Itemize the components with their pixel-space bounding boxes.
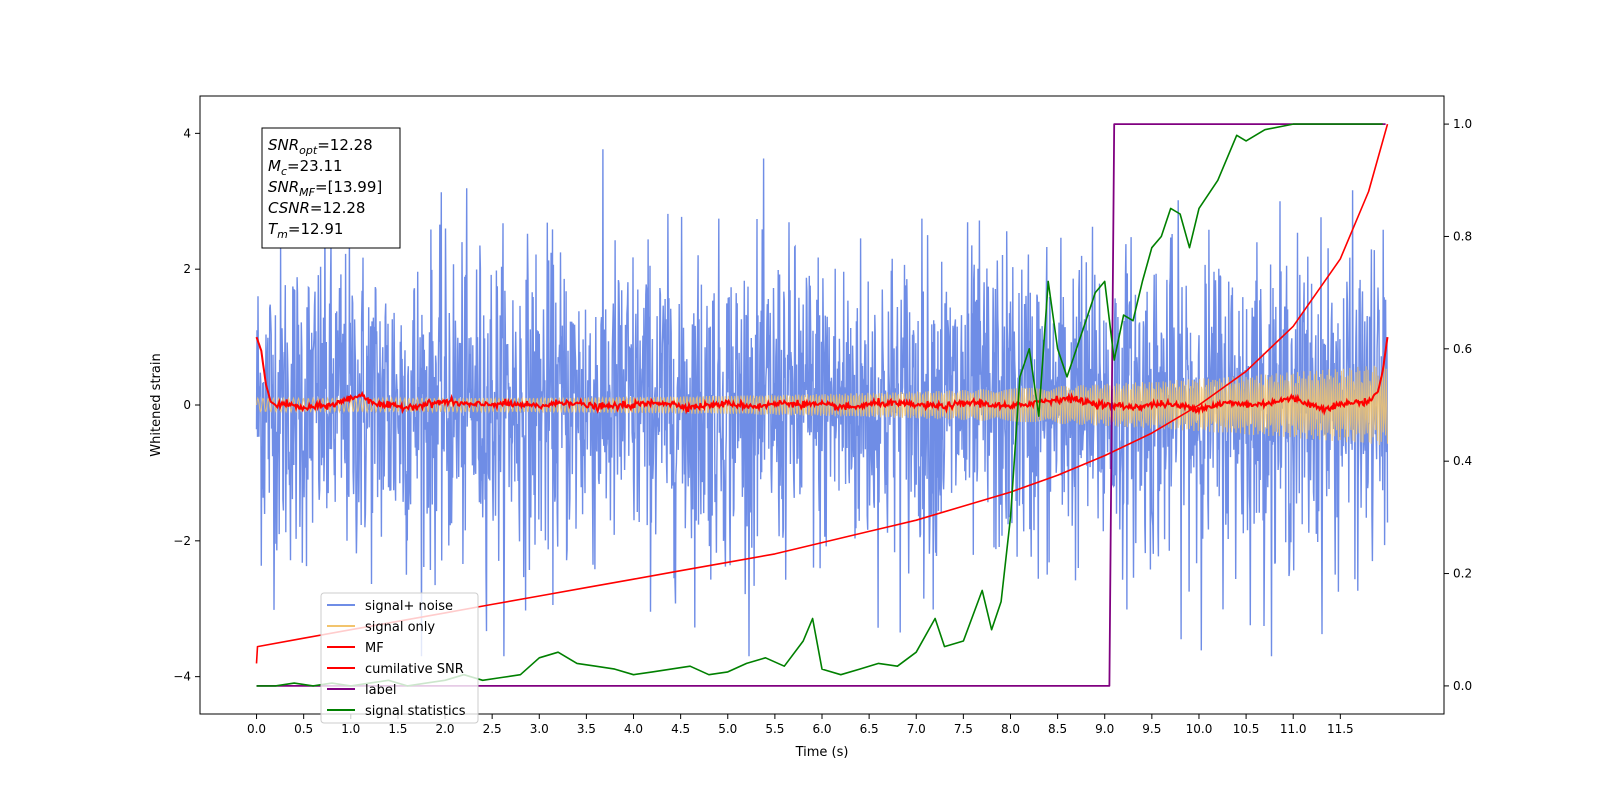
x-tick-label: 1.5: [388, 722, 407, 736]
annotation-line: SNRMF=[13.99]: [268, 178, 382, 199]
x-tick-label: 9.5: [1142, 722, 1161, 736]
y-tick-label: −4: [173, 670, 191, 684]
x-tick-label: 2.0: [435, 722, 454, 736]
legend: signal+ noise signal only MF cumilative SNR…: [320, 592, 479, 724]
y2-tick-label: 0.2: [1453, 567, 1472, 581]
y-tick-label: −2: [173, 534, 191, 548]
annotation-frame: [261, 127, 401, 249]
annotation-line: CSNR=12.28: [268, 199, 365, 217]
x-tick-label: 10.0: [1186, 722, 1213, 736]
x-tick-label: 5.5: [765, 722, 784, 736]
y2-tick-label: 0.8: [1453, 229, 1472, 243]
x-tick-label: 7.0: [907, 722, 926, 736]
annotation-line: SNRopt=12.28: [268, 136, 373, 157]
series-label: [256, 123, 1386, 687]
x-tick-label: 6.5: [860, 722, 879, 736]
legend-entry: signal only: [365, 620, 435, 635]
legend-entry: cumilative SNR: [365, 662, 464, 677]
x-axis-label: Time (s): [795, 745, 849, 760]
x-tick-label: 2.5: [483, 722, 502, 736]
x-tick-label: 8.0: [1001, 722, 1020, 736]
x-tick-label: 4.5: [671, 722, 690, 736]
x-tick-label: 1.0: [341, 722, 360, 736]
y-tick-label: 0: [183, 398, 191, 412]
x-tick-label: 7.5: [954, 722, 973, 736]
y-tick-label: 2: [183, 262, 191, 276]
y-tick-label: 4: [183, 126, 191, 140]
x-tick-label: 11.0: [1280, 722, 1307, 736]
legend-frame: [320, 592, 479, 724]
y-axis-label: Whitened strain: [149, 353, 164, 456]
x-tick-label: 9.0: [1095, 722, 1114, 736]
annotation-line: Tm=12.91: [268, 220, 343, 241]
y2-tick-label: 0.4: [1453, 454, 1472, 468]
y2-tick-label: 0.0: [1453, 679, 1472, 693]
x-tick-label: 10.5: [1233, 722, 1260, 736]
y2-tick-label: 1.0: [1453, 117, 1472, 131]
legend-entry: MF: [365, 641, 384, 656]
legend-entry: signal statistics: [365, 704, 466, 719]
annotation-box: SNRopt=12.28Mc=23.11SNRMF=[13.99]CSNR=12…: [261, 127, 401, 249]
x-tick-label: 8.5: [1048, 722, 1067, 736]
x-tick-label: 5.0: [718, 722, 737, 736]
x-tick-label: 3.5: [577, 722, 596, 736]
x-tick-label: 4.0: [624, 722, 643, 736]
legend-entry: signal+ noise: [365, 599, 453, 614]
x-tick-label: 11.5: [1327, 722, 1354, 736]
y2-tick-label: 0.6: [1453, 342, 1472, 356]
series-mf: [255, 336, 1389, 416]
series-signal-statistics: [256, 123, 1383, 687]
axes-layer: 0.0 0.5 1.0 1.5 2.0 2.5 3.0 3.5 4.0 4.5 5.0 5.5 6.0 6…: [173, 117, 1472, 736]
x-tick-label: 3.0: [530, 722, 549, 736]
x-tick-label: 0.0: [247, 722, 266, 736]
x-tick-label: 6.0: [812, 722, 831, 736]
annotation-line: Mc=23.11: [268, 157, 343, 178]
legend-entry: label: [365, 683, 396, 698]
x-tick-label: 0.5: [294, 722, 313, 736]
